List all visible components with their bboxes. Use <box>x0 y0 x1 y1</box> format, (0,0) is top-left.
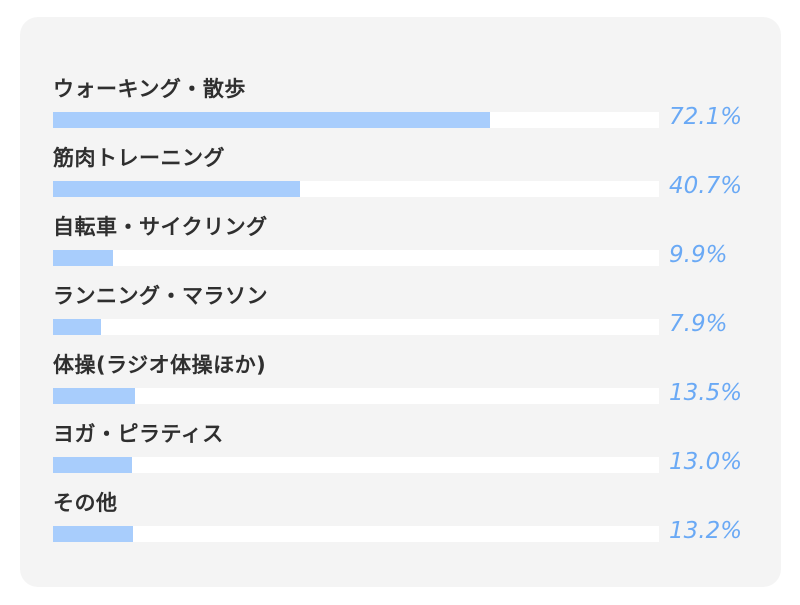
bar-fill <box>53 112 490 128</box>
bar-track <box>53 181 659 197</box>
bar-fill <box>53 388 135 404</box>
value-label: 72.1% <box>669 104 743 130</box>
bar-track <box>53 457 659 473</box>
value-label: 13.2% <box>669 518 743 544</box>
bar-fill <box>53 181 300 197</box>
bar-row: ヨガ・ピラティス 13.0% <box>53 421 753 481</box>
bar-row: ランニング・マラソン 7.9% <box>53 283 753 343</box>
bar-fill <box>53 319 101 335</box>
value-label: 40.7% <box>669 173 743 199</box>
bar-row: 筋肉トレーニング 40.7% <box>53 145 753 205</box>
category-label: その他 <box>53 491 118 515</box>
category-label: ランニング・マラソン <box>53 284 268 308</box>
bar-row: ウォーキング・散歩 72.1% <box>53 76 753 136</box>
bar-track <box>53 319 659 335</box>
bar-track <box>53 250 659 266</box>
category-label: 体操(ラジオ体操ほか) <box>53 353 267 377</box>
value-label: 7.9% <box>669 311 728 337</box>
category-label: 自転車・サイクリング <box>53 215 268 239</box>
bar-row: 体操(ラジオ体操ほか) 13.5% <box>53 352 753 412</box>
bar-track <box>53 526 659 542</box>
bar-fill <box>53 457 132 473</box>
bar-fill <box>53 250 113 266</box>
category-label: 筋肉トレーニング <box>53 146 225 170</box>
category-label: ヨガ・ピラティス <box>53 422 224 446</box>
bar-track <box>53 388 659 404</box>
bar-row: その他 13.2% <box>53 490 753 550</box>
value-label: 13.5% <box>669 380 743 406</box>
value-label: 13.0% <box>669 449 743 475</box>
bar-fill <box>53 526 133 542</box>
category-label: ウォーキング・散歩 <box>53 77 246 101</box>
value-label: 9.9% <box>669 242 728 268</box>
bar-track <box>53 112 659 128</box>
bar-row: 自転車・サイクリング 9.9% <box>53 214 753 274</box>
